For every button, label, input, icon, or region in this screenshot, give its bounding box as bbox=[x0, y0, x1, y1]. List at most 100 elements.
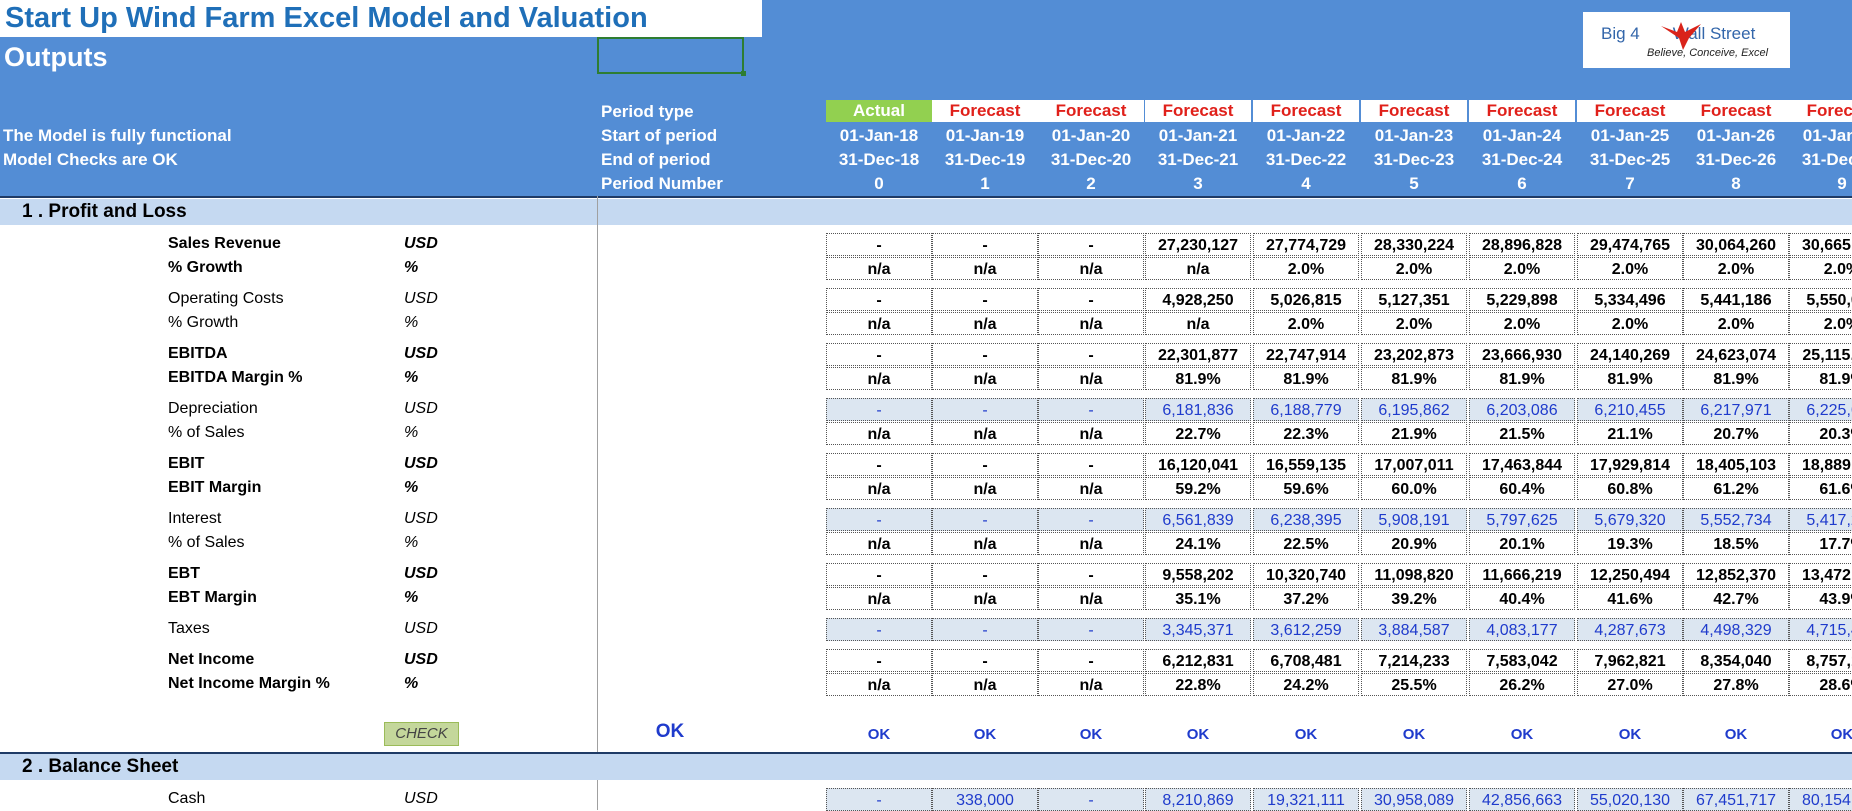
data-cell[interactable]: 4,715,412 bbox=[1789, 618, 1852, 641]
data-cell[interactable]: 2.0% bbox=[1789, 257, 1852, 280]
data-cell[interactable]: - bbox=[826, 508, 932, 531]
data-cell[interactable]: - bbox=[826, 649, 932, 672]
data-cell[interactable]: 20.3% bbox=[1789, 422, 1852, 445]
data-cell[interactable]: n/a bbox=[826, 532, 932, 555]
data-cell[interactable]: - bbox=[826, 233, 932, 256]
data-cell[interactable]: - bbox=[826, 398, 932, 421]
data-cell[interactable]: - bbox=[932, 398, 1038, 421]
data-cell[interactable]: 6,212,831 bbox=[1145, 649, 1251, 672]
data-cell[interactable]: 338,000 bbox=[932, 788, 1038, 811]
data-cell[interactable]: 27,230,127 bbox=[1145, 233, 1251, 256]
data-cell[interactable]: 6,238,395 bbox=[1253, 508, 1359, 531]
data-cell[interactable]: 2.0% bbox=[1253, 257, 1359, 280]
data-cell[interactable]: 42,856,663 bbox=[1469, 788, 1575, 811]
data-cell[interactable]: 17,929,814 bbox=[1577, 453, 1683, 476]
data-cell[interactable]: 22,301,877 bbox=[1145, 343, 1251, 366]
data-cell[interactable]: 30,958,089 bbox=[1361, 788, 1467, 811]
data-cell[interactable]: 22.8% bbox=[1145, 673, 1251, 696]
period-number-cell[interactable]: 5 bbox=[1409, 174, 1419, 193]
period-end-cell[interactable]: 31-Dec-22 bbox=[1265, 150, 1347, 169]
data-cell[interactable]: 22.3% bbox=[1253, 422, 1359, 445]
data-cell[interactable]: 18,889,897 bbox=[1789, 453, 1852, 476]
data-cell[interactable]: 5,797,625 bbox=[1469, 508, 1575, 531]
data-cell[interactable]: 28,896,828 bbox=[1469, 233, 1575, 256]
data-cell[interactable]: - bbox=[1038, 453, 1144, 476]
data-cell[interactable]: n/a bbox=[932, 587, 1038, 610]
data-cell[interactable]: n/a bbox=[1038, 587, 1144, 610]
data-cell[interactable]: 2.0% bbox=[1469, 257, 1575, 280]
data-cell[interactable]: 4,498,329 bbox=[1683, 618, 1789, 641]
data-cell[interactable]: 27,774,729 bbox=[1253, 233, 1359, 256]
data-cell[interactable]: 43.9% bbox=[1789, 587, 1852, 610]
data-cell[interactable]: 4,928,250 bbox=[1145, 288, 1251, 311]
data-cell[interactable]: 67,451,717 bbox=[1683, 788, 1789, 811]
data-cell[interactable]: 21.1% bbox=[1577, 422, 1683, 445]
period-start-cell[interactable]: 01-Jan-21 bbox=[1158, 126, 1238, 145]
data-cell[interactable]: 6,203,086 bbox=[1469, 398, 1575, 421]
data-cell[interactable]: - bbox=[1038, 233, 1144, 256]
period-number-cell[interactable]: 7 bbox=[1625, 174, 1635, 193]
data-cell[interactable]: n/a bbox=[1038, 257, 1144, 280]
period-type-cell[interactable]: Forecast bbox=[1683, 100, 1789, 122]
data-cell[interactable]: n/a bbox=[1145, 312, 1251, 335]
data-cell[interactable]: 8,757,194 bbox=[1789, 649, 1852, 672]
data-cell[interactable]: n/a bbox=[826, 422, 932, 445]
data-cell[interactable]: 6,195,862 bbox=[1361, 398, 1467, 421]
data-cell[interactable]: 12,852,370 bbox=[1683, 563, 1789, 586]
data-cell[interactable]: 5,441,186 bbox=[1683, 288, 1789, 311]
data-cell[interactable]: 19.3% bbox=[1577, 532, 1683, 555]
data-cell[interactable]: 2.0% bbox=[1361, 312, 1467, 335]
period-type-cell[interactable]: Forecast bbox=[932, 100, 1038, 122]
data-cell[interactable]: - bbox=[826, 788, 932, 811]
data-cell[interactable]: - bbox=[932, 563, 1038, 586]
data-cell[interactable]: n/a bbox=[932, 673, 1038, 696]
data-cell[interactable]: - bbox=[932, 233, 1038, 256]
data-cell[interactable]: 5,026,815 bbox=[1253, 288, 1359, 311]
period-type-cell[interactable]: Forecast bbox=[1789, 100, 1852, 122]
data-cell[interactable]: - bbox=[1038, 563, 1144, 586]
data-cell[interactable]: 27.0% bbox=[1577, 673, 1683, 696]
data-cell[interactable]: 2.0% bbox=[1683, 257, 1789, 280]
data-cell[interactable]: 5,550,010 bbox=[1789, 288, 1852, 311]
data-cell[interactable]: 5,229,898 bbox=[1469, 288, 1575, 311]
data-cell[interactable]: 2.0% bbox=[1361, 257, 1467, 280]
data-cell[interactable]: - bbox=[826, 563, 932, 586]
data-cell[interactable]: 81.9% bbox=[1469, 367, 1575, 390]
period-start-cell[interactable]: 01-Jan-23 bbox=[1374, 126, 1454, 145]
period-end-cell[interactable]: 31-Dec-24 bbox=[1481, 150, 1563, 169]
data-cell[interactable]: 60.4% bbox=[1469, 477, 1575, 500]
data-cell[interactable]: 21.5% bbox=[1469, 422, 1575, 445]
data-cell[interactable]: 24.2% bbox=[1253, 673, 1359, 696]
data-cell[interactable]: - bbox=[1038, 288, 1144, 311]
data-cell[interactable]: 27.8% bbox=[1683, 673, 1789, 696]
data-cell[interactable]: 3,612,259 bbox=[1253, 618, 1359, 641]
title-cell[interactable]: Start Up Wind Farm Excel Model and Valua… bbox=[0, 0, 762, 37]
data-cell[interactable]: 18,405,103 bbox=[1683, 453, 1789, 476]
data-cell[interactable]: - bbox=[1038, 398, 1144, 421]
data-cell[interactable]: 2.0% bbox=[1469, 312, 1575, 335]
data-cell[interactable]: - bbox=[1038, 618, 1144, 641]
data-cell[interactable]: 22,747,914 bbox=[1253, 343, 1359, 366]
period-number-cell[interactable]: 9 bbox=[1837, 174, 1847, 193]
data-cell[interactable]: n/a bbox=[826, 587, 932, 610]
data-cell[interactable]: 16,559,135 bbox=[1253, 453, 1359, 476]
data-cell[interactable]: 42.7% bbox=[1683, 587, 1789, 610]
data-cell[interactable]: n/a bbox=[826, 312, 932, 335]
data-cell[interactable]: 59.2% bbox=[1145, 477, 1251, 500]
data-cell[interactable]: n/a bbox=[1038, 673, 1144, 696]
data-cell[interactable]: 39.2% bbox=[1361, 587, 1467, 610]
data-cell[interactable]: 10,320,740 bbox=[1253, 563, 1359, 586]
data-cell[interactable]: 16,120,041 bbox=[1145, 453, 1251, 476]
data-cell[interactable]: 6,225,638 bbox=[1789, 398, 1852, 421]
data-cell[interactable]: 8,210,869 bbox=[1145, 788, 1251, 811]
data-cell[interactable]: n/a bbox=[932, 477, 1038, 500]
data-cell[interactable]: 5,552,734 bbox=[1683, 508, 1789, 531]
data-cell[interactable]: 17,007,011 bbox=[1361, 453, 1467, 476]
data-cell[interactable]: n/a bbox=[1038, 477, 1144, 500]
data-cell[interactable]: n/a bbox=[932, 312, 1038, 335]
data-cell[interactable]: 81.9% bbox=[1361, 367, 1467, 390]
data-cell[interactable]: 35.1% bbox=[1145, 587, 1251, 610]
data-cell[interactable]: 25,115,535 bbox=[1789, 343, 1852, 366]
data-cell[interactable]: 28,330,224 bbox=[1361, 233, 1467, 256]
data-cell[interactable]: - bbox=[932, 649, 1038, 672]
